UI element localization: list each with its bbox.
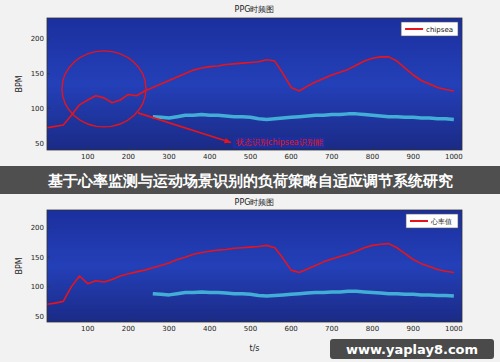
legend-label: chipsea <box>426 26 453 34</box>
plot-area <box>47 210 462 322</box>
x-tick <box>128 147 129 150</box>
y-tick-label: 200 <box>31 35 44 43</box>
title: PPG时频图 <box>235 198 275 207</box>
x-tick <box>169 147 170 150</box>
y-tick <box>47 227 50 228</box>
x-tick <box>413 319 414 322</box>
x-tick-label: 700 <box>325 153 338 161</box>
x-label: t/s <box>250 344 260 353</box>
x-tick-label: 300 <box>162 325 175 333</box>
background <box>0 0 500 362</box>
x-tick-label: 600 <box>284 153 297 161</box>
figure: PPG时频图 BPM 100 200 300 400 500 600 700 800 900 1000… <box>0 0 500 362</box>
legend-box <box>406 214 458 228</box>
x-tick-label: 300 <box>162 153 175 161</box>
legend-swatch <box>405 28 423 30</box>
y-tick-label: 100 <box>31 105 44 113</box>
legend: chipsea <box>401 22 458 36</box>
x-tick-label: 200 <box>122 325 135 333</box>
frame <box>47 210 462 322</box>
y-tick-label: 150 <box>31 254 44 262</box>
watermark-box <box>330 339 494 359</box>
y-tick-label: 50 <box>35 140 44 148</box>
spectral-ridge <box>153 291 454 296</box>
x-tick-label: 900 <box>406 153 419 161</box>
x-tick <box>209 147 210 150</box>
plot-area <box>47 18 462 150</box>
y-tick <box>47 286 50 287</box>
x-tick <box>87 147 88 150</box>
x-tick-label: 200 <box>122 153 135 161</box>
y-tick <box>47 108 50 109</box>
frame <box>47 18 462 150</box>
panel: PPG时频图 BPM 100 200 300 400 500 600 700 800 900 1000… <box>15 5 463 161</box>
x-tick-label: 400 <box>203 153 216 161</box>
watermark: www.yaplay8.com <box>330 339 494 359</box>
x-tick <box>413 147 414 150</box>
x-tick-label: 700 <box>325 325 338 333</box>
x-tick-label: 500 <box>244 153 257 161</box>
x-tick <box>453 319 454 322</box>
y-tick-label: 50 <box>35 313 44 321</box>
y-tick <box>47 257 50 258</box>
y-tick <box>47 73 50 74</box>
panel: PPG时频图 BPM t/s 100 200 300 400 500 600 700 800 900 1… <box>15 198 463 353</box>
legend: 心率值 <box>406 214 458 228</box>
legend-box <box>401 22 458 36</box>
x-tick <box>453 147 454 150</box>
x-tick-label: 800 <box>366 325 379 333</box>
legend-swatch <box>410 220 428 222</box>
banner-band <box>0 166 500 194</box>
annotation-arrow <box>138 113 231 143</box>
x-tick-label: 100 <box>81 325 94 333</box>
y-tick-label: 150 <box>31 70 44 78</box>
x-tick <box>250 319 251 322</box>
banner-title: 基于心率监测与运动场景识别的负荷策略自适应调节系统研究 <box>47 172 453 190</box>
series-line <box>47 244 454 305</box>
annotation-patch <box>233 137 325 148</box>
y-tick <box>47 316 50 317</box>
spectral-ridge <box>153 114 454 120</box>
x-tick <box>291 319 292 322</box>
x-tick <box>331 147 332 150</box>
x-tick-label: 900 <box>406 325 419 333</box>
y-tick-label: 100 <box>31 283 44 291</box>
series-line <box>47 57 454 128</box>
y-tick-label: 200 <box>31 224 44 232</box>
x-tick <box>372 319 373 322</box>
highlight-circle <box>62 51 146 127</box>
x-tick-label: 500 <box>244 325 257 333</box>
title: PPG时频图 <box>235 5 275 14</box>
y-tick <box>47 38 50 39</box>
watermark-text: www.yaplay8.com <box>346 342 478 357</box>
x-tick-label: 1000 <box>445 325 463 333</box>
x-tick-label: 1000 <box>445 153 463 161</box>
legend-label: 心率值 <box>430 218 452 226</box>
arrow-head <box>224 138 231 143</box>
x-tick <box>128 319 129 322</box>
x-tick <box>331 319 332 322</box>
x-tick-label: 100 <box>81 153 94 161</box>
x-tick <box>169 319 170 322</box>
x-tick-label: 400 <box>203 325 216 333</box>
y-tick <box>47 143 50 144</box>
x-tick <box>87 319 88 322</box>
y-label: BPM <box>15 257 24 274</box>
x-tick-label: 600 <box>284 325 297 333</box>
marks <box>47 244 454 305</box>
x-tick-label: 800 <box>366 153 379 161</box>
annotation: 状态识别chipsea识别能 <box>235 138 323 147</box>
x-tick <box>209 319 210 322</box>
marks <box>47 57 454 128</box>
x-tick <box>372 147 373 150</box>
y-label: BPM <box>15 75 24 92</box>
